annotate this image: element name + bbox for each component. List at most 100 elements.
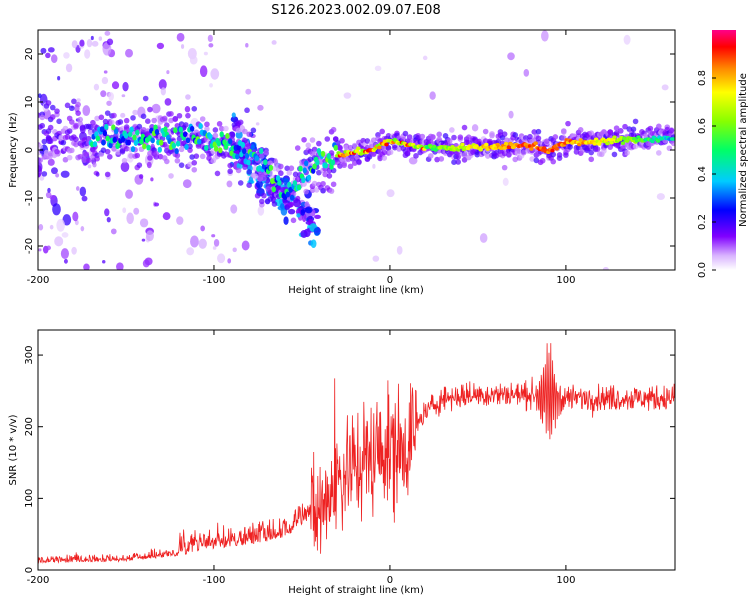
spectrogram-halo [381, 155, 388, 161]
spectrogram-ridge-cell [612, 135, 617, 139]
spectrogram-halo [218, 125, 225, 132]
colorbar-label: Normalized spectral amplitude [738, 73, 749, 227]
spectrogram-halo [45, 100, 52, 106]
spectrogram-halo [503, 137, 510, 143]
spectrogram-halo [506, 152, 512, 158]
spectrogram-ridge-cell [95, 135, 101, 142]
spectrogram-halo [316, 169, 322, 176]
spectrogram-halo [451, 159, 457, 166]
spectrogram-speckle [203, 51, 208, 56]
snr-x-tick-label: 100 [556, 575, 575, 586]
spectrogram-speckle [623, 34, 631, 45]
spectrogram-halo [455, 154, 462, 160]
spectrogram-halo [307, 156, 314, 163]
spectrogram-halo [168, 117, 174, 124]
spectrogram-halo [73, 136, 79, 143]
spectrogram-halo [624, 149, 630, 156]
spectrogram-halo [330, 126, 337, 133]
spectrogram-speckle [126, 212, 134, 225]
spectrogram-halo [252, 173, 259, 180]
spectrogram-halo [618, 128, 624, 134]
spectrogram-halo [434, 156, 440, 163]
spectrogram-halo [235, 127, 242, 134]
spectrogram-ridge-cell [609, 140, 614, 145]
spectrogram-speckle [61, 232, 69, 238]
spectrogram-speckle [104, 208, 110, 217]
spectrogram-speckle [47, 158, 55, 166]
spectrogram-halo [601, 129, 607, 135]
spectrogram-ridge-cell [99, 126, 105, 133]
spectrogram-speckle [101, 76, 109, 85]
spectrogram-ridge-cell [315, 159, 320, 166]
spectrogram-halo [311, 146, 318, 153]
spectrogram-y-tick-label: 0 [24, 147, 35, 153]
spectrogram-halo [535, 128, 542, 135]
spectrogram-speckle [198, 238, 207, 249]
spectrogram-halo [111, 112, 117, 119]
spectrogram-halo [449, 127, 455, 133]
spectrogram-halo [102, 118, 109, 125]
spectrogram-halo [191, 106, 198, 112]
spectrogram-halo [324, 136, 331, 142]
spectrogram-speckle [211, 234, 216, 238]
spectrogram-speckle [57, 75, 61, 81]
spectrogram-ridge-cell [484, 142, 489, 147]
spectrogram-halo [461, 157, 468, 163]
spectrogram-speckle [213, 239, 220, 247]
spectrogram-halo [87, 124, 94, 130]
spectrogram-speckle [91, 40, 99, 47]
colorbar-tick-label: 0.2 [697, 214, 708, 230]
spectrogram-ridge-cell [258, 148, 264, 155]
snr-y-tick-label: 200 [24, 417, 35, 436]
spectrogram-halo [113, 132, 119, 139]
spectrogram-halo [613, 125, 620, 131]
spectrogram-halo [309, 187, 316, 194]
spectrogram-ridge-cell [185, 137, 191, 144]
spectrogram-halo [303, 188, 309, 195]
spectrogram-ridge-cell [225, 132, 230, 139]
spectrogram-halo [81, 157, 88, 163]
spectrogram-halo [288, 201, 295, 208]
spectrogram-halo [550, 151, 557, 158]
spectrogram-ridge-cell [620, 141, 626, 145]
spectrogram-halo [178, 146, 185, 153]
spectrogram-ridge-cell [234, 153, 240, 160]
spectrogram-ridge-cell [268, 164, 274, 171]
spectrogram-x-tick-label: -200 [27, 275, 50, 286]
spectrogram-halo [183, 122, 189, 128]
spectrogram-speckle [374, 65, 382, 72]
spectrogram-halo [199, 116, 206, 122]
spectrogram-halo [330, 181, 337, 188]
spectrogram-halo [47, 150, 54, 157]
spectrogram-halo [531, 129, 538, 135]
spectrogram-halo [611, 151, 618, 158]
spectrogram-speckle [65, 63, 73, 73]
spectrogram-halo [62, 156, 69, 163]
spectrogram-speckle [164, 98, 172, 106]
spectrogram-halo [54, 148, 60, 155]
spectrogram-speckle [47, 187, 51, 193]
spectrogram-halo [199, 153, 206, 160]
spectrogram-halo [607, 129, 614, 135]
spectrogram-speckle [38, 248, 42, 252]
spectrogram-speckle [103, 70, 108, 74]
spectrogram-halo [123, 117, 130, 124]
spectrogram-halo [136, 162, 143, 168]
spectrogram-speckle [92, 162, 97, 168]
spectrogram-ridge-cell [175, 140, 181, 147]
snr-y-tick-label: 100 [24, 489, 35, 508]
spectrogram-speckle [38, 224, 44, 231]
spectrogram-halo [322, 171, 328, 178]
spectrogram-speckle [63, 258, 68, 264]
spectrogram-halo [259, 198, 265, 205]
spectrogram-halo [501, 164, 508, 171]
spectrogram-halo [284, 165, 290, 172]
spectrogram-halo [588, 149, 595, 156]
spectrogram-halo [364, 138, 371, 144]
spectrogram-halo [68, 147, 75, 154]
spectrogram-ridge-cell [157, 146, 162, 153]
spectrogram-ridge-cell [384, 142, 389, 147]
spectrogram-ridge-cell [113, 128, 119, 135]
spectrogram-halo [457, 134, 464, 140]
spectrogram-speckle [166, 70, 170, 75]
